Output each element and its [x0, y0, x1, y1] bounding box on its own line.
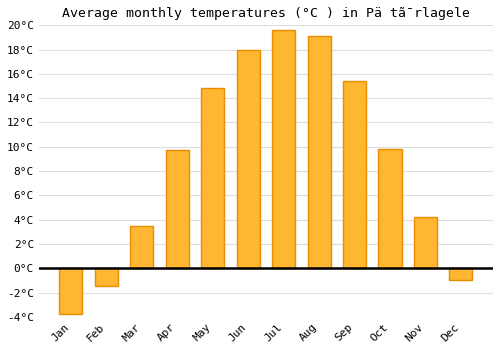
Bar	[166, 150, 189, 268]
Bar	[201, 89, 224, 268]
Bar	[60, 268, 82, 314]
Bar	[272, 30, 295, 268]
Bar	[308, 36, 330, 268]
Bar	[414, 217, 437, 268]
Bar	[343, 81, 366, 268]
Title: Average monthly temperatures (°C ) in Pä tã¯rlagele: Average monthly temperatures (°C ) in Pä…	[62, 7, 470, 20]
Bar	[378, 149, 402, 268]
Bar	[95, 268, 118, 286]
Bar	[450, 268, 472, 280]
Bar	[236, 50, 260, 268]
Bar	[130, 226, 154, 268]
